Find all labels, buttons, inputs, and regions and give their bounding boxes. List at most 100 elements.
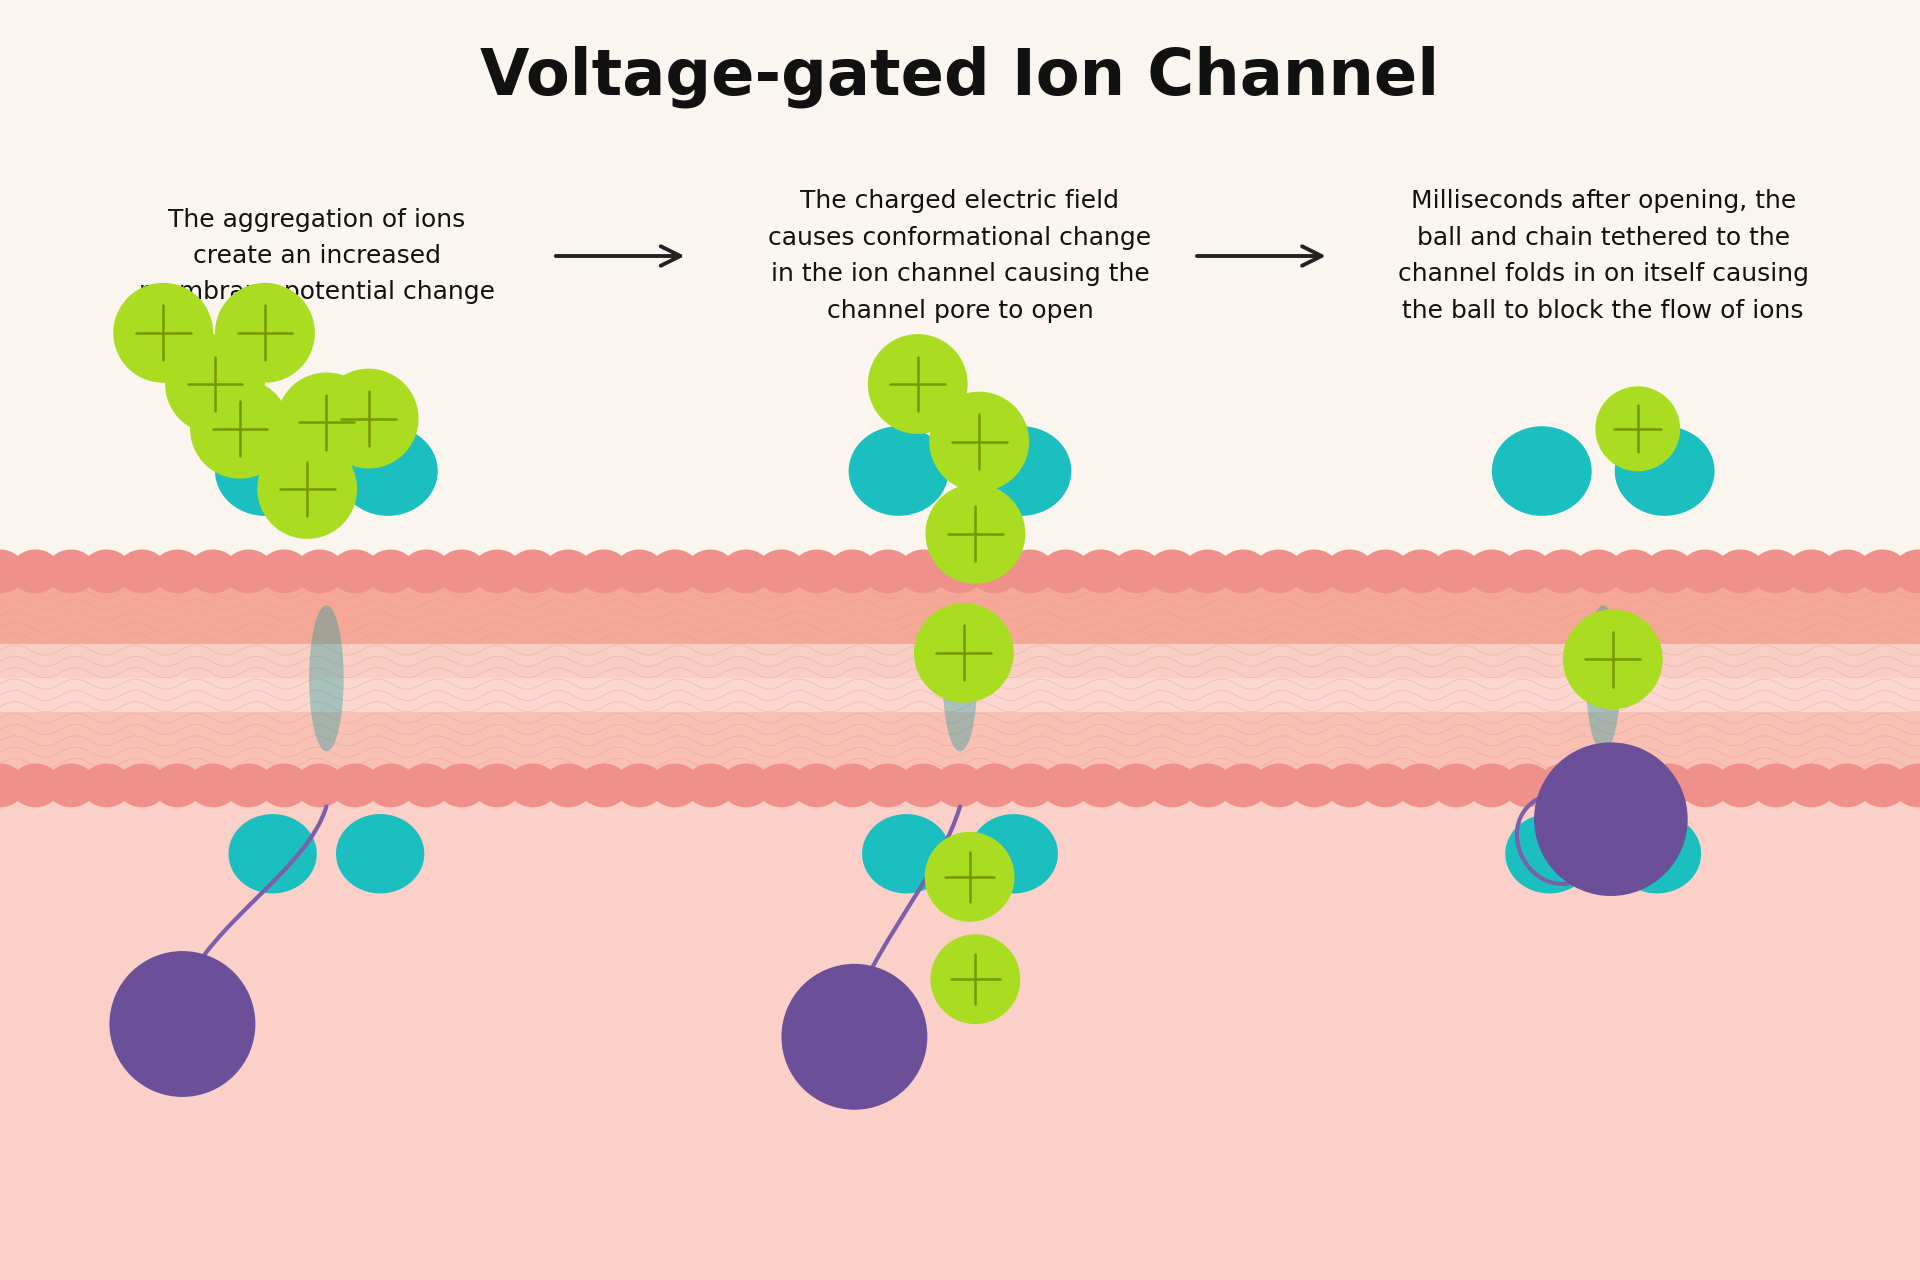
Ellipse shape — [1254, 763, 1304, 808]
Ellipse shape — [1822, 549, 1872, 594]
Ellipse shape — [868, 334, 968, 434]
Ellipse shape — [1857, 549, 1907, 594]
Text: The charged electric field
causes conformational change
in the ion channel causi: The charged electric field causes confor… — [768, 189, 1152, 323]
Ellipse shape — [649, 549, 699, 594]
Ellipse shape — [1288, 763, 1340, 808]
Ellipse shape — [1751, 549, 1801, 594]
Ellipse shape — [1112, 763, 1162, 808]
Ellipse shape — [1217, 549, 1267, 594]
Ellipse shape — [1596, 387, 1680, 471]
Text: Voltage-gated Ion Channel: Voltage-gated Ion Channel — [480, 46, 1440, 108]
Ellipse shape — [862, 814, 950, 893]
Ellipse shape — [1563, 609, 1663, 709]
Ellipse shape — [791, 763, 843, 808]
Ellipse shape — [1183, 549, 1233, 594]
Bar — [0, 644, 1920, 713]
Ellipse shape — [276, 372, 376, 472]
Ellipse shape — [970, 549, 1020, 594]
Ellipse shape — [1538, 549, 1588, 594]
Ellipse shape — [401, 549, 451, 594]
Ellipse shape — [1112, 549, 1162, 594]
Ellipse shape — [1609, 549, 1659, 594]
Ellipse shape — [330, 549, 380, 594]
Ellipse shape — [336, 814, 424, 893]
Ellipse shape — [580, 549, 630, 594]
Ellipse shape — [1893, 763, 1920, 808]
Ellipse shape — [685, 763, 735, 808]
Ellipse shape — [1501, 549, 1551, 594]
Ellipse shape — [649, 763, 699, 808]
Ellipse shape — [970, 763, 1020, 808]
Ellipse shape — [1006, 549, 1056, 594]
Ellipse shape — [113, 283, 213, 383]
Ellipse shape — [1644, 549, 1693, 594]
Text: Milliseconds after opening, the
ball and chain tethered to the
channel folds in : Milliseconds after opening, the ball and… — [1398, 189, 1809, 323]
Text: The aggregation of ions
create an increased
membrane potential change: The aggregation of ions create an increa… — [138, 207, 495, 305]
Ellipse shape — [1615, 426, 1715, 516]
Ellipse shape — [215, 283, 315, 383]
Ellipse shape — [781, 964, 927, 1110]
Ellipse shape — [943, 605, 977, 751]
Ellipse shape — [849, 426, 948, 516]
Ellipse shape — [1751, 763, 1801, 808]
Ellipse shape — [152, 549, 204, 594]
Bar — [0, 557, 1920, 678]
Ellipse shape — [309, 605, 344, 751]
Ellipse shape — [294, 763, 344, 808]
Ellipse shape — [899, 763, 948, 808]
Ellipse shape — [1359, 763, 1409, 808]
Bar — [0, 800, 1920, 1280]
Ellipse shape — [188, 763, 238, 808]
Ellipse shape — [507, 549, 557, 594]
Ellipse shape — [1680, 763, 1730, 808]
Ellipse shape — [1396, 549, 1446, 594]
Ellipse shape — [330, 763, 380, 808]
Ellipse shape — [438, 549, 488, 594]
Ellipse shape — [1041, 549, 1091, 594]
Ellipse shape — [933, 549, 983, 594]
Ellipse shape — [925, 832, 1014, 922]
Ellipse shape — [215, 426, 315, 516]
Ellipse shape — [223, 549, 275, 594]
Ellipse shape — [543, 549, 593, 594]
Ellipse shape — [862, 549, 914, 594]
Ellipse shape — [1467, 549, 1517, 594]
Ellipse shape — [720, 763, 770, 808]
Ellipse shape — [117, 549, 167, 594]
Ellipse shape — [1538, 763, 1588, 808]
Ellipse shape — [1006, 763, 1056, 808]
Ellipse shape — [1572, 763, 1622, 808]
Ellipse shape — [828, 549, 877, 594]
Ellipse shape — [828, 763, 877, 808]
Ellipse shape — [931, 934, 1020, 1024]
Ellipse shape — [899, 549, 948, 594]
Ellipse shape — [1325, 549, 1375, 594]
Ellipse shape — [1217, 763, 1267, 808]
Ellipse shape — [472, 763, 522, 808]
Ellipse shape — [1680, 549, 1730, 594]
Ellipse shape — [614, 549, 664, 594]
Ellipse shape — [223, 763, 275, 808]
Ellipse shape — [1075, 549, 1125, 594]
Ellipse shape — [472, 549, 522, 594]
Ellipse shape — [685, 549, 735, 594]
Ellipse shape — [228, 814, 317, 893]
Ellipse shape — [862, 763, 914, 808]
Ellipse shape — [259, 549, 309, 594]
Ellipse shape — [933, 763, 983, 808]
Ellipse shape — [914, 603, 1014, 703]
Ellipse shape — [109, 951, 255, 1097]
Ellipse shape — [1075, 763, 1125, 808]
Ellipse shape — [188, 549, 238, 594]
Ellipse shape — [1716, 763, 1766, 808]
Ellipse shape — [365, 549, 415, 594]
Ellipse shape — [438, 763, 488, 808]
Ellipse shape — [925, 484, 1025, 584]
Ellipse shape — [81, 549, 131, 594]
Ellipse shape — [365, 763, 415, 808]
Ellipse shape — [46, 763, 96, 808]
Ellipse shape — [1183, 763, 1233, 808]
Ellipse shape — [1041, 763, 1091, 808]
Ellipse shape — [1501, 763, 1551, 808]
Ellipse shape — [152, 763, 204, 808]
